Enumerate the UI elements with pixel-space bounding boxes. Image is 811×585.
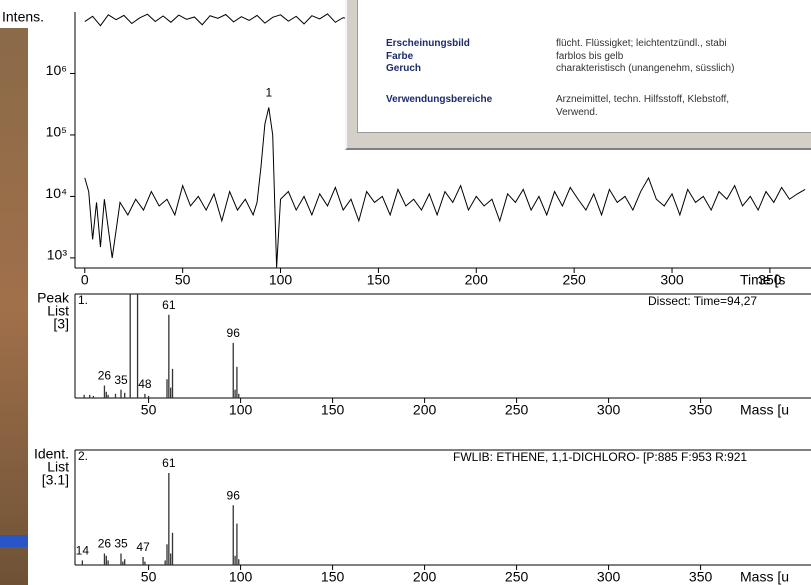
x-tick-label: 0: [81, 272, 89, 288]
x-tick-label: 150: [321, 402, 345, 418]
x-tick-label: 250: [562, 272, 586, 288]
peak-label: 35: [114, 373, 128, 387]
x-tick-label: 150: [321, 569, 345, 585]
x-tick-label: 250: [505, 402, 529, 418]
peak-label: 96: [227, 488, 241, 502]
trace: [84, 107, 806, 268]
x-tick-label: 350: [689, 402, 713, 418]
x-tick-label: 50: [141, 402, 157, 418]
x-tick-label: 50: [175, 272, 191, 288]
background-strip: [0, 535, 28, 547]
info-value: flücht. Flüssigket; leichtentzündl., sta…: [556, 38, 727, 49]
info-value: farblos bis gelb: [556, 51, 624, 62]
y-axis-label: [3.1]: [42, 472, 69, 488]
trace: [84, 13, 352, 27]
plot-area: [83, 294, 240, 398]
peak-label: 61: [162, 456, 176, 470]
y-axis-label: Intens.: [2, 9, 44, 25]
info-label: Farbe: [386, 51, 414, 62]
x-tick-label: 100: [229, 569, 253, 585]
peak-label: 61: [162, 298, 176, 312]
panel-info: Dissect: Time=94,27: [648, 294, 757, 308]
y-tick-label: 10⁶: [46, 62, 67, 78]
x-tick-label: 50: [141, 569, 157, 585]
x-axis-label: Mass [u: [740, 402, 789, 418]
panel-number: 2.: [78, 449, 88, 463]
x-tick-label: 150: [367, 272, 391, 288]
y-tick-label: 10⁵: [46, 124, 67, 140]
panel-info: FWLIB: ETHENE, 1,1-DICHLORO- [P:885 F:95…: [453, 450, 747, 464]
peak-label: 35: [114, 537, 128, 551]
x-tick-label: 300: [597, 402, 621, 418]
x-tick-label: 100: [229, 402, 253, 418]
y-axis-label: [3]: [53, 316, 69, 332]
x-tick-label: 200: [465, 272, 489, 288]
peak-label: 48: [138, 377, 152, 391]
panel-number: 1.: [78, 293, 88, 307]
plot-area: [84, 13, 806, 268]
peak-label: 14: [76, 544, 90, 558]
x-tick-label: 300: [597, 569, 621, 585]
info-window: Erscheinungsbild flücht. Flüssigket; lei…: [345, 0, 811, 150]
y-tick-label: 10⁴: [45, 185, 67, 201]
info-value: Arzneimittel, techn. Hilfsstoff, Klebsto…: [556, 94, 730, 105]
y-axis-label: Ident.: [34, 446, 69, 462]
info-value: Verwend.: [556, 107, 598, 118]
y-axis-label: List: [47, 303, 69, 319]
peak-label: 26: [98, 369, 112, 383]
x-tick-label: 300: [660, 272, 684, 288]
x-tick-label: 100: [269, 272, 293, 288]
x-tick-label: 350: [758, 272, 782, 288]
y-tick-label: 10³: [47, 247, 68, 263]
info-label: Erscheinungsbild: [386, 38, 470, 49]
info-value: charakteristisch (unangenehm, süsslich): [556, 63, 735, 74]
info-panel: Erscheinungsbild flücht. Flüssigket; lei…: [357, 0, 811, 133]
x-axis-label: Time [s: [740, 272, 785, 288]
background-photo: [0, 28, 28, 585]
peak-label: 26: [98, 537, 112, 551]
x-tick-label: 200: [413, 402, 437, 418]
peak-label: 96: [227, 326, 241, 340]
x-axis-label: Mass [u: [740, 569, 789, 585]
x-tick-label: 350: [689, 569, 713, 585]
plot-area: [81, 473, 240, 565]
info-label: Geruch: [386, 63, 422, 74]
info-label: Verwendungsbereiche: [386, 94, 493, 105]
peak-number: 1: [265, 86, 272, 100]
x-tick-label: 200: [413, 569, 437, 585]
peak-label: 47: [136, 540, 150, 554]
y-axis-label: Peak: [37, 290, 70, 306]
y-axis-label: List: [47, 459, 69, 475]
x-tick-label: 250: [505, 569, 529, 585]
